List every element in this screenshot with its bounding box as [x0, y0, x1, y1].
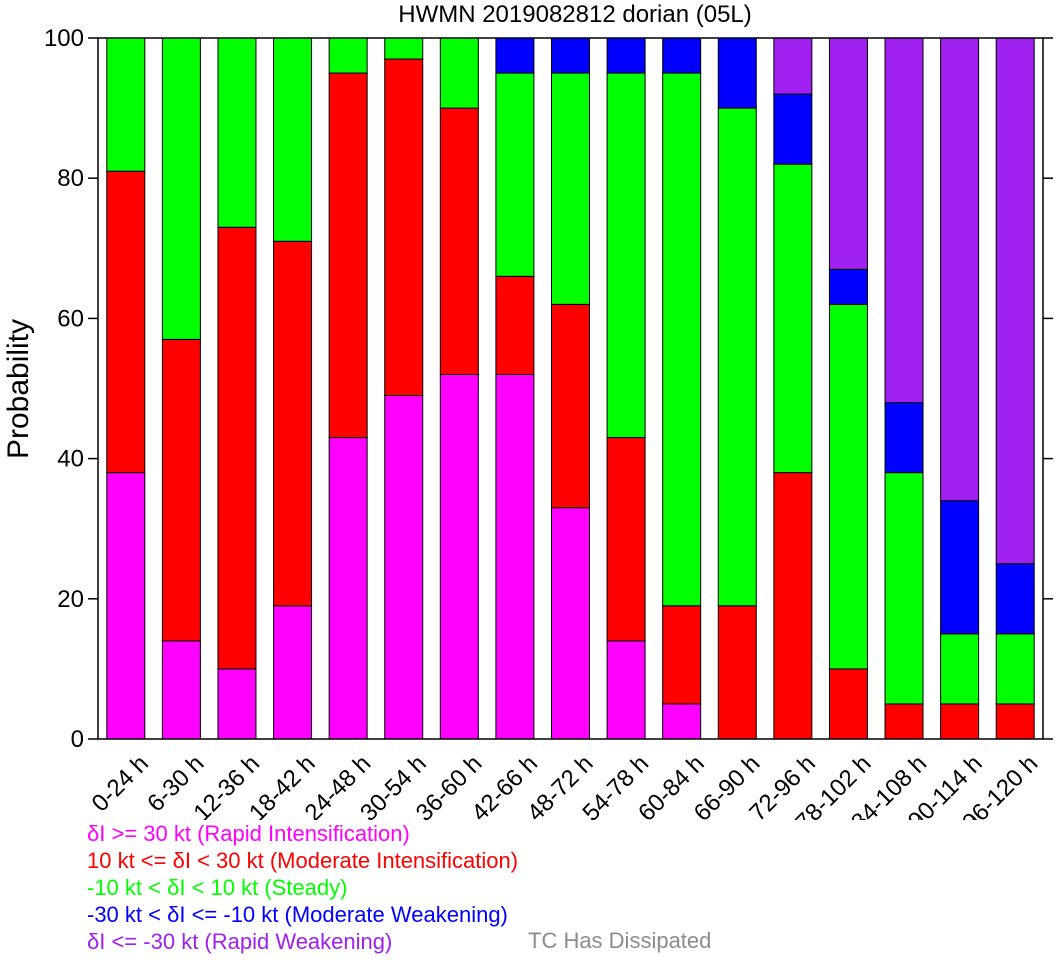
bar-18-42-h-series-1 — [273, 240, 313, 607]
bar-0-24-h-series-0 — [106, 472, 146, 740]
legend-entry-moderate-intensification: 10 kt <= δI < 30 kt (Moderate Intensific… — [87, 848, 519, 873]
bar-96-120-h-series-1 — [995, 703, 1035, 740]
bar-54-78-h-series-0 — [606, 640, 646, 740]
bar-78-102-h-series-2 — [828, 303, 868, 670]
bar-18-42-h-series-0 — [273, 605, 313, 740]
bar-60-84-h-series-0 — [662, 703, 702, 740]
bar-42-66-h-series-0 — [495, 373, 535, 740]
legend: δI >= 30 kt (Rapid Intensification) 10 k… — [87, 820, 518, 955]
bar-72-96-h-series-4 — [773, 37, 813, 95]
bar-54-78-h-series-3 — [606, 37, 646, 74]
bar-66-90-h-series-2 — [717, 107, 757, 607]
bar-84-108-h-series-4 — [884, 37, 924, 404]
bar-6-30-h-series-1 — [161, 338, 201, 642]
bar-66-90-h-series-1 — [717, 605, 757, 740]
bar-12-36-h-series-1 — [217, 226, 257, 670]
bar-54-78-h-series-2 — [606, 72, 646, 439]
bar-78-102-h-series-3 — [828, 268, 868, 305]
probability-stacked-bar-chart: HWMN 2019082812 dorian (05L) Probability… — [2, 1, 1053, 820]
bar-36-60-h-series-2 — [439, 37, 479, 109]
bar-90-114-h-series-3 — [940, 500, 980, 635]
y-axis-label: Probability — [2, 319, 35, 459]
bar-12-36-h-series-2 — [217, 37, 257, 228]
y-tick-label: 20 — [57, 586, 84, 613]
legend-entry-rapid-weakening: δI <= -30 kt (Rapid Weakening) — [87, 929, 393, 954]
bar-84-108-h-series-3 — [884, 402, 924, 474]
bar-42-66-h-series-1 — [495, 275, 535, 375]
x-tick-label: 0-24 h — [87, 750, 154, 817]
bar-12-36-h-series-0 — [217, 668, 257, 740]
bar-30-54-h-series-2 — [384, 37, 424, 60]
bar-48-72-h-series-1 — [551, 303, 590, 509]
y-tick-label: 80 — [57, 165, 84, 192]
bar-24-48-h-series-1 — [328, 72, 368, 439]
bar-96-120-h-series-3 — [995, 563, 1035, 635]
bar-54-78-h-series-1 — [606, 437, 646, 642]
bar-36-60-h-series-0 — [439, 373, 479, 740]
bar-60-84-h-series-3 — [662, 37, 702, 74]
bar-90-114-h-series-4 — [940, 37, 980, 502]
bar-36-60-h-series-1 — [439, 107, 479, 375]
bar-96-120-h-series-4 — [995, 37, 1035, 565]
bar-0-24-h-series-1 — [106, 170, 146, 474]
bar-24-48-h-series-2 — [328, 37, 368, 74]
y-tick-label: 100 — [44, 25, 84, 52]
bar-90-114-h-series-2 — [940, 633, 980, 705]
bar-24-48-h-series-0 — [328, 437, 368, 740]
bar-84-108-h-series-2 — [884, 472, 924, 705]
bar-6-30-h-series-0 — [161, 640, 201, 740]
bar-72-96-h-series-2 — [773, 163, 813, 474]
bars-group — [106, 37, 1035, 740]
legend-entry-moderate-weakening: -30 kt < δI <= -10 kt (Moderate Weakenin… — [87, 902, 508, 927]
bar-6-30-h-series-2 — [161, 37, 201, 340]
bar-84-108-h-series-1 — [884, 703, 924, 740]
bar-0-24-h-series-2 — [106, 37, 146, 172]
chart-title: HWMN 2019082812 dorian (05L) — [398, 1, 752, 28]
bar-72-96-h-series-1 — [773, 472, 813, 740]
bar-18-42-h-series-2 — [273, 37, 313, 242]
legend-entry-steady: -10 kt < δI < 10 kt (Steady) — [87, 875, 348, 900]
y-tick-label: 40 — [57, 446, 84, 473]
y-tick-label: 0 — [71, 726, 84, 753]
bar-78-102-h-series-1 — [828, 668, 868, 740]
bar-48-72-h-series-0 — [551, 507, 590, 740]
bar-66-90-h-series-3 — [717, 37, 757, 109]
bar-96-120-h-series-2 — [995, 633, 1035, 705]
bar-60-84-h-series-1 — [662, 605, 702, 705]
bar-48-72-h-series-2 — [551, 72, 590, 305]
bar-60-84-h-series-2 — [662, 72, 702, 607]
bar-72-96-h-series-3 — [773, 93, 813, 165]
bar-48-72-h-series-3 — [551, 37, 590, 74]
plot-frame — [97, 37, 1044, 740]
y-tick-label: 60 — [57, 305, 84, 332]
bar-90-114-h-series-1 — [940, 703, 980, 740]
bar-42-66-h-series-3 — [495, 37, 535, 74]
bar-42-66-h-series-2 — [495, 72, 535, 277]
bar-30-54-h-series-0 — [384, 395, 424, 740]
legend-entry-rapid-intensification: δI >= 30 kt (Rapid Intensification) — [87, 821, 410, 846]
bar-78-102-h-series-4 — [828, 37, 868, 270]
legend-entry-dissipated: TC Has Dissipated — [528, 928, 712, 953]
bar-30-54-h-series-1 — [384, 58, 424, 397]
